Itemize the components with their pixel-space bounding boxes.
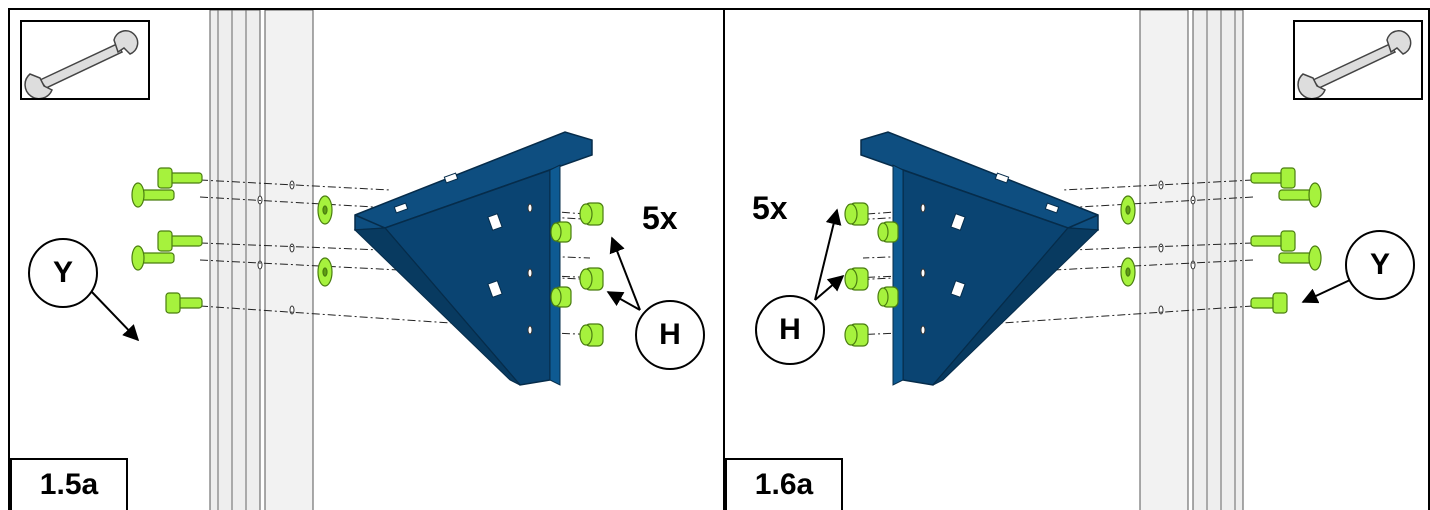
wrench-icon [24,30,139,100]
step-number: 1.6a [725,458,843,510]
callout-y: Y [28,238,98,308]
corner-bracket [353,131,593,386]
bolts-y [131,167,203,314]
callout-arrows [814,208,1351,304]
panel-step-1-6a: 5x H Y 1.6a [723,8,1430,510]
callout-y: Y [1345,230,1415,300]
bolts-y [1250,167,1322,314]
nuts-h [317,195,604,347]
callout-h: H [635,300,705,370]
callout-arrows [89,236,641,342]
wrench-icon [1297,30,1412,100]
tool-box [20,20,150,100]
panel-step-1-5a: 5x H Y 1.5a [8,8,725,510]
quantity-label: 5x [752,190,788,226]
step-number: 1.5a [10,458,128,510]
assembly-illustration-right [814,10,1351,510]
upright-post [1139,10,1244,510]
tool-box [1293,20,1423,100]
quantity-label: 5x [642,200,678,236]
upright-post [209,10,314,510]
callout-h: H [755,295,825,365]
corner-bracket [860,131,1100,386]
nuts-h [844,195,1136,347]
assembly-illustration-left [89,10,641,510]
